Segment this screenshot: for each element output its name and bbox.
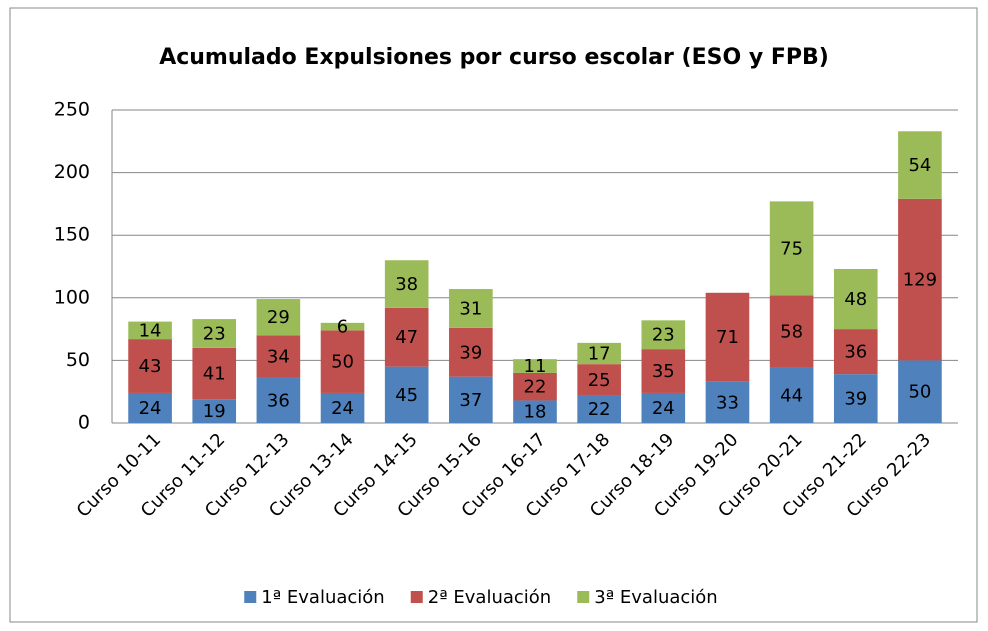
bar-segment — [449, 327, 493, 377]
bar-segment — [513, 400, 557, 423]
data-label: 31 — [459, 298, 482, 319]
data-label: 45 — [395, 385, 418, 406]
bar-segment — [256, 377, 301, 423]
bar-segment — [128, 339, 172, 393]
data-label: 23 — [203, 323, 226, 344]
legend-label: 2ª Evaluación — [428, 587, 551, 608]
chart-border — [9, 7, 978, 623]
bar-segment — [513, 372, 557, 401]
data-label: 24 — [139, 398, 162, 419]
bar-segment — [384, 307, 429, 367]
legend-label: 1ª Evaluación — [261, 587, 384, 608]
bar-segment — [449, 289, 493, 328]
data-label: 58 — [780, 322, 803, 343]
bar-segment — [320, 322, 365, 331]
bar-segment — [769, 367, 814, 423]
bar-segment — [641, 320, 686, 350]
data-label: 6 — [337, 317, 348, 338]
bar-segment — [833, 329, 878, 375]
data-label: 41 — [203, 364, 226, 385]
data-label: 54 — [908, 155, 931, 176]
bar-segment — [898, 360, 942, 423]
data-label: 18 — [524, 402, 547, 423]
data-label: 36 — [267, 390, 290, 411]
data-label: 48 — [844, 289, 867, 310]
bar-segment — [320, 392, 365, 423]
data-label: 25 — [588, 370, 611, 391]
bar-segment — [641, 349, 686, 393]
bar-segment — [898, 198, 942, 361]
bar-segment — [192, 347, 237, 400]
data-label: 34 — [267, 347, 290, 368]
bar-segment — [705, 292, 750, 382]
data-label: 24 — [331, 398, 354, 419]
bar-segment — [577, 395, 621, 423]
chart-title: Acumulado Expulsiones por curso escolar … — [159, 45, 829, 70]
bar-segment — [577, 364, 621, 396]
bar-segment — [384, 260, 429, 308]
data-label: 50 — [908, 382, 931, 403]
y-tick-label: 150 — [54, 224, 90, 246]
bar-segment — [449, 376, 493, 423]
data-label: 44 — [780, 385, 803, 406]
legend-swatch — [244, 591, 257, 603]
data-label: 50 — [331, 352, 354, 373]
bar-segment — [256, 299, 301, 336]
bar-segment — [641, 392, 686, 423]
data-label: 17 — [588, 344, 611, 365]
y-tick-label: 250 — [54, 99, 90, 121]
bar-segment — [577, 342, 621, 365]
data-label: 19 — [203, 401, 226, 422]
data-label: 39 — [844, 389, 867, 410]
data-label: 14 — [139, 320, 162, 341]
y-tick-label: 50 — [66, 349, 90, 371]
bar-segment — [705, 381, 750, 423]
data-label: 11 — [524, 356, 547, 377]
data-label: 22 — [588, 399, 611, 420]
bar-segment — [769, 295, 814, 368]
data-label: 71 — [716, 327, 739, 348]
data-label: 43 — [139, 356, 162, 377]
bar-segment — [192, 399, 237, 423]
bar-segment — [256, 335, 301, 378]
bar-segment — [128, 321, 172, 340]
bar-segment — [833, 374, 878, 423]
bar-segment — [513, 359, 557, 373]
bar-segment — [320, 330, 365, 393]
bar-segment — [898, 131, 942, 199]
y-tick-label: 200 — [54, 161, 90, 183]
data-label: 47 — [395, 327, 418, 348]
bar-segment — [769, 201, 814, 296]
bar-segment — [833, 269, 878, 330]
legend-swatch — [577, 591, 590, 603]
data-label: 36 — [844, 342, 867, 363]
y-tick-label: 0 — [78, 412, 90, 434]
data-label: 37 — [459, 390, 482, 411]
y-tick-label: 100 — [54, 286, 90, 308]
data-label: 39 — [459, 342, 482, 363]
bar-segment — [192, 319, 237, 348]
bar-segment — [384, 366, 429, 423]
data-label: 35 — [652, 361, 675, 382]
data-label: 29 — [267, 307, 290, 328]
data-label: 33 — [716, 392, 739, 413]
data-label: 22 — [524, 377, 547, 398]
data-label: 129 — [903, 270, 937, 291]
legend-swatch — [410, 591, 423, 603]
data-label: 23 — [652, 325, 675, 346]
data-label: 75 — [780, 238, 803, 259]
legend-label: 3ª Evaluación — [594, 587, 717, 608]
data-label: 24 — [652, 398, 675, 419]
bar-segment — [128, 392, 172, 423]
data-label: 38 — [395, 274, 418, 295]
